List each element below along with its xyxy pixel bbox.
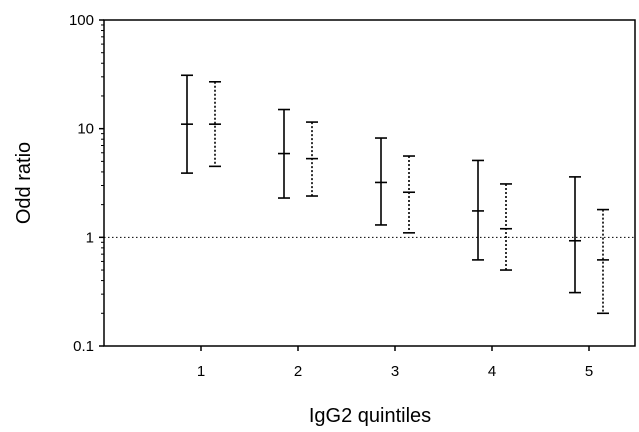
y-tick-label: 10 — [77, 121, 94, 138]
error-bar — [209, 80, 221, 168]
error-bar — [472, 159, 484, 261]
error-bar — [500, 183, 512, 271]
y-tick-label: 1 — [86, 229, 94, 246]
x-tick-label: 2 — [294, 363, 302, 380]
y-tick-label: 0.1 — [73, 338, 94, 355]
error-bar — [181, 74, 193, 174]
x-tick-label: 5 — [585, 363, 593, 380]
error-bar — [403, 155, 415, 234]
axis-layer: 0.1 1 10 100 1 2 3 4 5 — [69, 12, 593, 380]
plot-frame — [103, 19, 636, 347]
x-tick-label: 1 — [197, 363, 205, 380]
x-axis-title: IgG2 quintiles — [309, 405, 431, 427]
error-bar — [278, 108, 290, 199]
y-tick-label: 100 — [69, 12, 94, 29]
error-bar — [597, 208, 609, 315]
series-layer — [181, 74, 609, 315]
x-tick-label: 4 — [488, 363, 496, 380]
y-axis-title: Odd ratio — [13, 142, 35, 224]
error-bar — [569, 176, 581, 294]
error-bar — [306, 121, 318, 197]
x-tick-label: 3 — [391, 363, 399, 380]
error-bar — [375, 137, 387, 226]
